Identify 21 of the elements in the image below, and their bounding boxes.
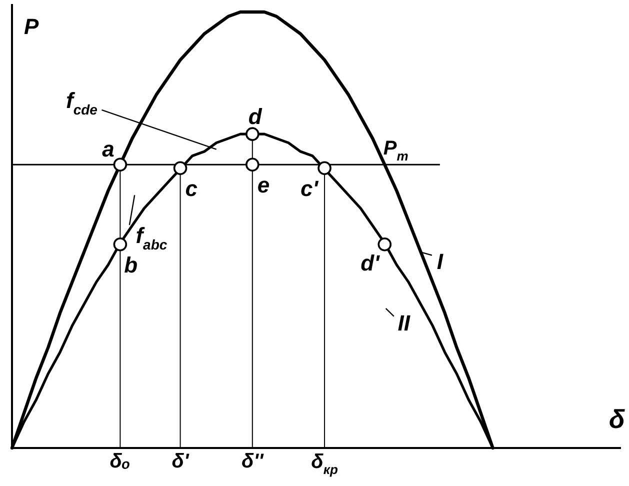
x-tick-label: δ'' bbox=[242, 450, 265, 473]
annotation: b bbox=[124, 252, 138, 278]
annotation: a bbox=[102, 136, 114, 162]
point bbox=[173, 161, 188, 175]
annotation: II bbox=[398, 310, 411, 336]
x-axis-title: δ bbox=[609, 404, 625, 434]
annotation: d bbox=[248, 104, 262, 130]
annotation: I bbox=[436, 249, 444, 274]
annotation: c' bbox=[300, 176, 319, 202]
x-tick-label: δₒ bbox=[110, 450, 131, 473]
point bbox=[318, 161, 332, 175]
point bbox=[246, 127, 260, 141]
point bbox=[113, 237, 128, 252]
point bbox=[378, 237, 392, 252]
point bbox=[113, 158, 128, 172]
annotation: e bbox=[257, 172, 270, 198]
y-axis-title: P bbox=[24, 14, 39, 39]
annotation: d' bbox=[360, 250, 380, 276]
x-tick-label: δ' bbox=[172, 450, 190, 473]
point bbox=[246, 158, 260, 172]
annotation: c bbox=[185, 176, 198, 202]
